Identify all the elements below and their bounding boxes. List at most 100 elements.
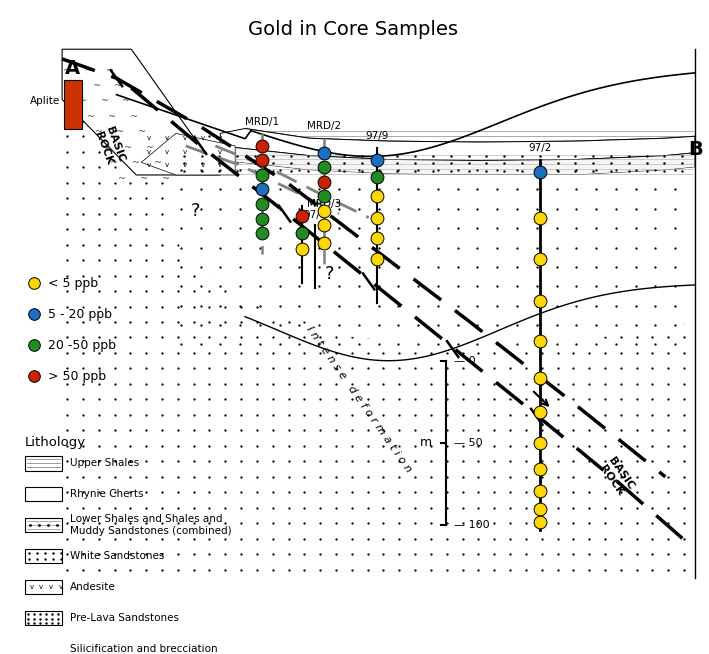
Text: v: v	[218, 135, 223, 141]
Point	[534, 213, 545, 223]
Text: Lower Shales and Shales and
Muddy Sandstones (combined): Lower Shales and Shales and Muddy Sandst…	[70, 514, 232, 536]
Point	[371, 213, 382, 223]
Bar	[64, 80, 82, 129]
Point	[29, 309, 40, 320]
Text: v: v	[183, 162, 186, 168]
Point	[318, 177, 330, 187]
Point	[371, 155, 382, 165]
Point	[256, 155, 267, 165]
Point	[534, 336, 545, 347]
Point	[256, 213, 267, 224]
Text: v: v	[201, 135, 205, 141]
Text: v: v	[39, 584, 43, 590]
Point	[534, 407, 545, 417]
Point	[534, 464, 545, 474]
Text: 5 - 20 ppb: 5 - 20 ppb	[48, 308, 112, 320]
Bar	[25, 580, 62, 594]
Point	[29, 340, 40, 351]
Text: Upper Shales: Upper Shales	[70, 458, 139, 468]
Text: 97/9: 97/9	[365, 131, 389, 141]
Text: ~: ~	[130, 112, 138, 122]
Point	[318, 191, 330, 201]
Text: v: v	[165, 135, 169, 141]
Text: ~: ~	[154, 158, 162, 168]
Polygon shape	[220, 129, 695, 160]
Point	[534, 296, 545, 306]
Text: Lithology: Lithology	[25, 436, 86, 449]
Text: ~: ~	[118, 174, 126, 184]
Text: v: v	[165, 148, 169, 155]
Text: BASIC
ROCK: BASIC ROCK	[93, 125, 126, 167]
Point	[297, 244, 308, 254]
Text: MRD/1: MRD/1	[245, 116, 279, 127]
Point	[318, 205, 330, 216]
Text: v: v	[183, 148, 186, 155]
Point	[371, 171, 382, 182]
Text: 20 -50 ppb: 20 -50 ppb	[48, 339, 116, 352]
Text: Aplite: Aplite	[30, 96, 60, 107]
Text: v: v	[165, 162, 169, 168]
Bar	[25, 456, 62, 470]
Text: ~: ~	[146, 143, 154, 153]
Text: ~: ~	[94, 128, 103, 137]
Bar	[25, 518, 62, 532]
Text: ~: ~	[111, 158, 118, 168]
Text: — 100: — 100	[454, 520, 489, 530]
Text: ~: ~	[63, 65, 71, 75]
Text: v: v	[147, 162, 151, 168]
Point	[534, 438, 545, 448]
Text: v: v	[29, 584, 33, 590]
Text: 97/2: 97/2	[528, 143, 552, 153]
Text: ~: ~	[124, 143, 133, 153]
Text: I n t e n s e   d e f o r m a t i o n: I n t e n s e d e f o r m a t i o n	[304, 324, 413, 474]
Polygon shape	[176, 146, 695, 175]
Text: B: B	[688, 141, 703, 160]
Point	[297, 228, 308, 238]
Bar	[25, 487, 62, 502]
Polygon shape	[116, 49, 695, 165]
Point	[29, 371, 40, 381]
Polygon shape	[28, 643, 40, 654]
Point	[256, 228, 267, 238]
Text: v: v	[183, 135, 186, 141]
Point	[256, 184, 267, 195]
Text: 97/8: 97/8	[303, 211, 327, 220]
Text: v: v	[218, 162, 223, 168]
Text: v: v	[59, 584, 63, 590]
Text: — 0: — 0	[454, 356, 475, 366]
Point	[371, 254, 382, 264]
Polygon shape	[141, 133, 235, 175]
Text: MRD/2: MRD/2	[307, 122, 341, 131]
Point	[534, 486, 545, 496]
Text: ~: ~	[140, 174, 148, 184]
Text: v: v	[147, 135, 151, 141]
Text: ~: ~	[101, 96, 108, 107]
Text: — 50: — 50	[454, 438, 482, 448]
Text: ~: ~	[71, 81, 79, 91]
Text: v: v	[201, 162, 205, 168]
Point	[534, 517, 545, 528]
Text: BASIC
ROCK: BASIC ROCK	[596, 455, 635, 498]
Text: ~: ~	[106, 65, 115, 75]
Text: MRD/3: MRD/3	[307, 199, 342, 209]
Text: ~: ~	[162, 174, 170, 184]
Polygon shape	[62, 49, 220, 175]
Text: > 50 ppb: > 50 ppb	[48, 370, 106, 383]
Point	[29, 278, 40, 288]
Point	[371, 191, 382, 201]
Point	[534, 373, 545, 383]
Text: m: m	[420, 436, 432, 449]
Point	[534, 254, 545, 264]
Text: ?: ?	[191, 202, 201, 220]
Text: ~: ~	[123, 96, 130, 107]
Point	[297, 211, 308, 221]
Text: ?: ?	[324, 265, 334, 283]
Text: ~: ~	[138, 128, 146, 137]
Point	[534, 167, 545, 177]
Polygon shape	[176, 160, 695, 346]
Bar	[25, 611, 62, 625]
Text: ~: ~	[108, 112, 116, 122]
Polygon shape	[245, 129, 695, 160]
Text: ~: ~	[85, 65, 93, 75]
Text: A: A	[65, 59, 80, 78]
